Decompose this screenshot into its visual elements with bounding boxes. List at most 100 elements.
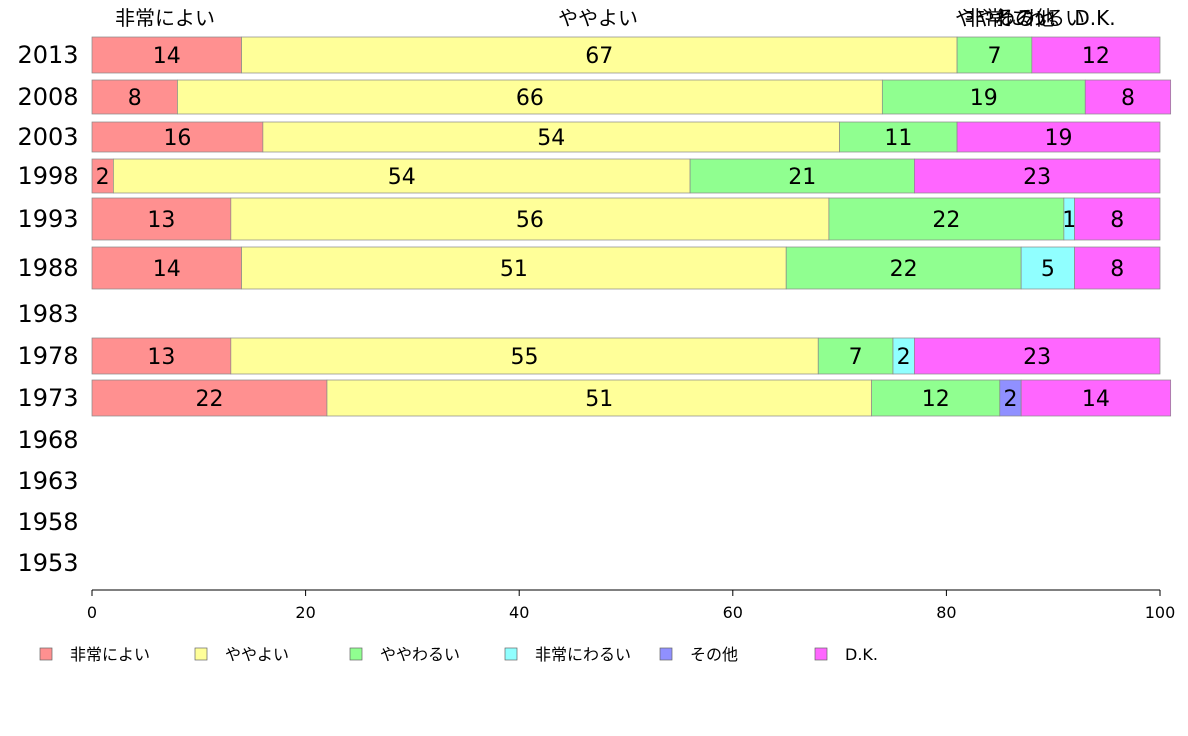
bar-value-label-1998-2: 21 (788, 165, 816, 190)
bar-segment-2008-5 (1084, 79, 1172, 115)
bar-value-label-2008-2: 19 (970, 86, 998, 111)
bar-segment-2008-0 (91, 79, 178, 115)
bar-segment-1998-1 (113, 158, 691, 194)
bar-value-label-2013-1: 67 (585, 44, 613, 69)
bar-value-label-1998-1: 54 (388, 165, 416, 190)
bar-value-label-1993-3: 1 (1062, 208, 1076, 233)
year-label-1973: 1973 (17, 384, 78, 412)
bar-value-label-1998-0: 2 (96, 165, 110, 190)
year-label-1953: 1953 (17, 549, 78, 577)
legend-label-1: ややよい (225, 645, 289, 664)
year-label-2013: 2013 (17, 41, 78, 69)
x-tick-label-80: 80 (936, 603, 956, 622)
bar-value-label-1988-0: 14 (153, 257, 181, 282)
legend-label-5: D.K. (845, 645, 878, 664)
bar-segment-1993-5 (1074, 197, 1161, 241)
bar-value-label-1973-2: 12 (922, 387, 950, 412)
legend-label-3: 非常にわるい (535, 645, 631, 664)
legend-swatch-0 (39, 647, 53, 661)
year-label-1998: 1998 (17, 162, 78, 190)
bar-value-label-1988-5: 8 (1110, 257, 1124, 282)
legend-label-4: その他 (690, 645, 738, 664)
bar-segment-2003-2 (839, 121, 958, 153)
bar-segment-1978-0 (91, 337, 232, 375)
legend-swatch-4 (659, 647, 673, 661)
bar-value-label-1993-5: 8 (1110, 208, 1124, 233)
year-label-2008: 2008 (17, 83, 78, 111)
bar-value-label-1973-0: 22 (195, 387, 223, 412)
bar-segment-2013-5 (1031, 36, 1161, 74)
bar-value-label-2008-5: 8 (1121, 86, 1135, 111)
bar-value-label-1988-1: 51 (500, 257, 528, 282)
bar-value-label-2013-2: 7 (987, 44, 1001, 69)
bar-segment-1978-5 (914, 337, 1161, 375)
bar-value-label-1973-1: 51 (585, 387, 613, 412)
bar-segment-1988-1 (241, 246, 787, 290)
year-label-1963: 1963 (17, 467, 78, 495)
bar-value-label-2008-0: 8 (128, 86, 142, 111)
bar-segment-1988-5 (1074, 246, 1161, 290)
bar-segment-1978-1 (230, 337, 819, 375)
bar-segment-2013-0 (91, 36, 242, 74)
x-tick-label-100: 100 (1145, 603, 1176, 622)
bar-value-label-1993-2: 22 (932, 208, 960, 233)
bar-segment-1998-2 (689, 158, 915, 194)
top-series-label-5: D.K. (1074, 6, 1115, 30)
bar-value-label-2008-1: 66 (516, 86, 544, 111)
year-label-1993: 1993 (17, 205, 78, 233)
bar-value-label-1978-0: 13 (147, 345, 175, 370)
bar-value-label-1978-1: 55 (511, 345, 539, 370)
top-series-label-2: ややわるい (955, 6, 1055, 30)
x-tick-label-40: 40 (509, 603, 529, 622)
year-label-1988: 1988 (17, 254, 78, 282)
year-label-2003: 2003 (17, 123, 78, 151)
top-series-label-0: 非常によい (115, 6, 215, 30)
bar-value-label-1978-3: 2 (897, 345, 911, 370)
bar-value-label-1988-2: 22 (890, 257, 918, 282)
year-label-1978: 1978 (17, 342, 78, 370)
x-tick-label-0: 0 (87, 603, 97, 622)
bar-value-label-1973-4: 2 (1003, 387, 1017, 412)
x-tick-label-60: 60 (723, 603, 743, 622)
legend-swatch-5 (814, 647, 828, 661)
bar-value-label-1988-3: 5 (1041, 257, 1055, 282)
legend-label-2: ややわるい (380, 645, 460, 664)
bar-segment-1993-1 (230, 197, 830, 241)
top-series-label-3: 非常にわるい (965, 6, 1085, 30)
bar-value-label-2003-2: 11 (884, 126, 912, 151)
bar-segment-2003-5 (956, 121, 1161, 153)
bar-segment-1988-0 (91, 246, 242, 290)
bar-value-label-1978-2: 7 (849, 345, 863, 370)
bar-segment-1988-2 (785, 246, 1022, 290)
bar-segment-1998-5 (914, 158, 1161, 194)
x-tick-label-20: 20 (295, 603, 315, 622)
bar-segment-2003-0 (91, 121, 264, 153)
bar-value-label-1978-5: 23 (1023, 345, 1051, 370)
bar-segment-1973-5 (1020, 379, 1172, 417)
legend-label-0: 非常によい (70, 645, 150, 664)
bar-segment-1993-0 (91, 197, 232, 241)
legend-swatch-2 (349, 647, 363, 661)
bar-segment-1973-1 (326, 379, 872, 417)
legend-swatch-1 (194, 647, 208, 661)
year-label-1958: 1958 (17, 508, 78, 536)
bar-value-label-2003-1: 54 (537, 126, 565, 151)
bar-value-label-1973-5: 14 (1082, 387, 1110, 412)
bar-segment-2008-2 (881, 79, 1086, 115)
bar-segment-1993-2 (828, 197, 1065, 241)
year-label-1983: 1983 (17, 300, 78, 328)
bar-value-label-2013-0: 14 (153, 44, 181, 69)
year-label-1968: 1968 (17, 426, 78, 454)
top-series-label-1: ややよい (558, 6, 638, 30)
bar-value-label-2003-5: 19 (1045, 126, 1073, 151)
bar-segment-2008-1 (177, 79, 883, 115)
bar-segment-2003-1 (262, 121, 840, 153)
top-series-label-4: その他 (995, 6, 1055, 30)
legend-swatch-3 (504, 647, 518, 661)
bar-value-label-1993-0: 13 (147, 208, 175, 233)
bar-value-label-1998-5: 23 (1023, 165, 1051, 190)
bar-value-label-1993-1: 56 (516, 208, 544, 233)
bar-value-label-2013-5: 12 (1082, 44, 1110, 69)
bar-value-label-2003-0: 16 (163, 126, 191, 151)
